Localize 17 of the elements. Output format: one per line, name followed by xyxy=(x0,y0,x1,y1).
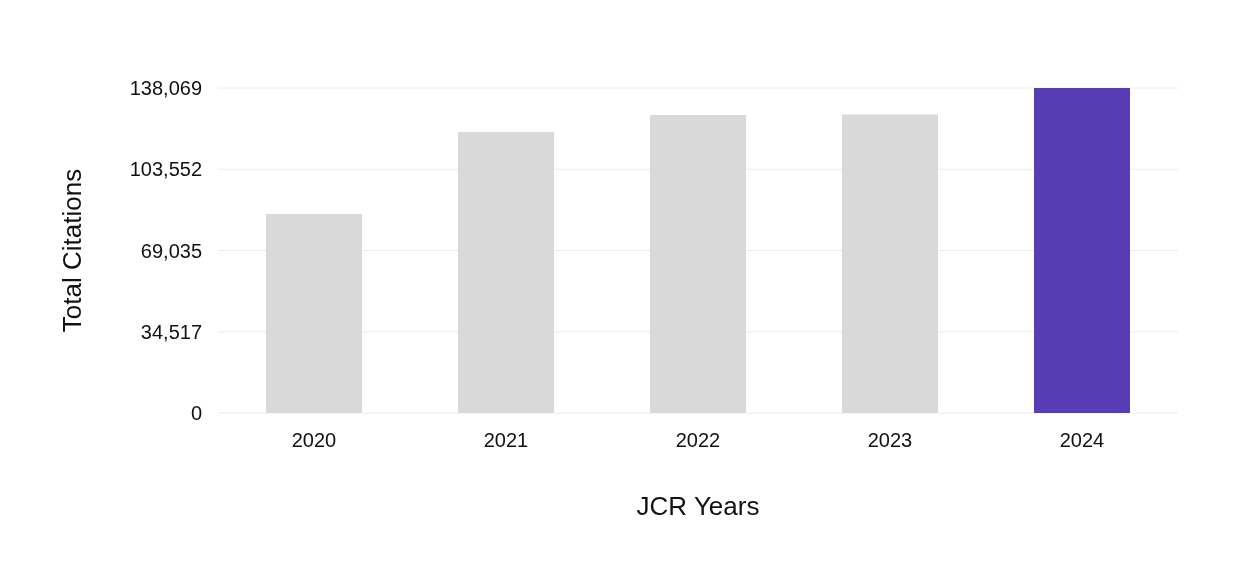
x-tick-label: 2021 xyxy=(483,429,529,452)
bar xyxy=(458,131,554,413)
y-tick-label: 34,517 xyxy=(140,320,202,343)
bar xyxy=(842,114,938,413)
x-axis-title: JCR Years xyxy=(636,491,760,521)
x-tick-label: 2020 xyxy=(291,429,337,452)
bar xyxy=(266,214,362,413)
y-tick-label: 103,552 xyxy=(129,158,202,181)
bar xyxy=(1034,88,1130,413)
y-axis-title: Total Citations xyxy=(57,168,88,333)
y-tick-label: 0 xyxy=(190,402,202,425)
x-tick-label: 2024 xyxy=(1059,429,1105,452)
y-tick-label: 138,069 xyxy=(129,77,202,100)
bar xyxy=(650,115,746,413)
y-tick-label: 69,035 xyxy=(140,239,202,262)
x-tick-label: 2023 xyxy=(867,429,913,452)
x-tick-label: 2022 xyxy=(675,429,721,452)
